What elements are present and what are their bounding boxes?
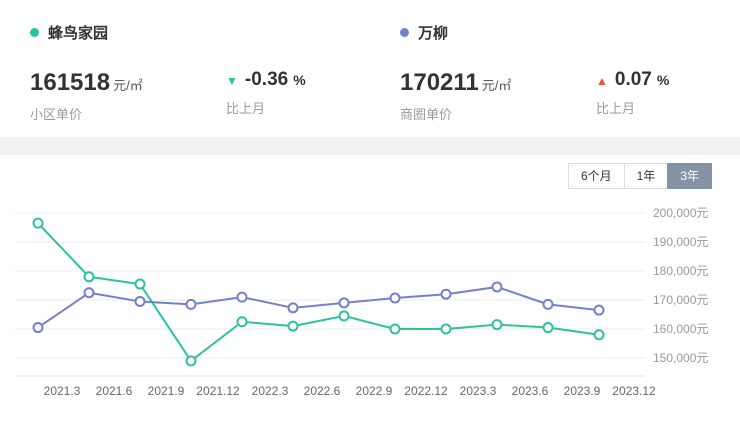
- chart-section: 6个月 1年 3年 200,000元 190,000元 180,000元 170,00…: [0, 155, 740, 433]
- time-range-selector: 6个月 1年 3年: [0, 163, 712, 189]
- chart-point[interactable]: [134, 278, 146, 290]
- community-stats-body: 161518 元/㎡ 小区单价 ▼ -0.36 % 比上月: [30, 69, 370, 123]
- chart-point[interactable]: [542, 322, 554, 334]
- chart-point[interactable]: [338, 297, 350, 309]
- chart-point[interactable]: [542, 298, 554, 310]
- price-trend-chart: 200,000元 190,000元 180,000元 170,000元 160,000元…: [15, 206, 708, 398]
- community-change-label: 比上月: [226, 101, 266, 116]
- x-axis-tick-label: 2022.9: [356, 384, 393, 398]
- series-line: [37, 285, 600, 329]
- x-axis-tick-label: 2023.6: [512, 384, 549, 398]
- community-change-percent-sign: %: [293, 72, 306, 88]
- chart-point[interactable]: [287, 302, 299, 314]
- community-price-label: 小区单价: [30, 107, 83, 122]
- district-legend-dot-icon: [400, 28, 409, 37]
- district-stats-panel: 万柳 170211 元/㎡ 商圈单价 ▲ 0.07 % 比上月: [370, 0, 740, 137]
- chart-point[interactable]: [389, 323, 401, 335]
- chart-point[interactable]: [236, 291, 248, 303]
- chart-point[interactable]: [593, 304, 605, 316]
- chart-point[interactable]: [32, 217, 44, 229]
- community-stats-panel: 蜂鸟家园 161518 元/㎡ 小区单价 ▼ -0.36 % 比上月: [0, 0, 370, 137]
- chart-point[interactable]: [236, 316, 248, 328]
- chart-point[interactable]: [83, 287, 95, 299]
- x-axis-tick-label: 2023.9: [564, 384, 601, 398]
- x-axis-tick-label: 2023.3: [460, 384, 497, 398]
- district-legend: 万柳: [400, 22, 740, 43]
- series-line: [37, 222, 600, 363]
- y-axis-tick-label: 150,000元: [653, 351, 708, 365]
- district-change-block: ▲ 0.07 % 比上月: [596, 69, 669, 123]
- range-1year-button[interactable]: 1年: [623, 163, 669, 189]
- community-legend: 蜂鸟家园: [30, 22, 370, 43]
- district-price-unit: 元/㎡: [481, 78, 512, 93]
- x-axis-tick-label: 2021.6: [96, 384, 133, 398]
- section-divider: [0, 137, 740, 155]
- y-axis-tick-label: 200,000元: [653, 206, 708, 220]
- x-axis-tick-label: 2021.9: [148, 384, 185, 398]
- x-axis-tick-label: 2023.12: [612, 384, 656, 398]
- chart-point[interactable]: [32, 322, 44, 334]
- district-price-label: 商圈单价: [400, 107, 453, 122]
- district-change-value: 0.07: [614, 69, 652, 90]
- y-axis-tick-label: 190,000元: [653, 235, 708, 249]
- stats-header: 蜂鸟家园 161518 元/㎡ 小区单价 ▼ -0.36 % 比上月: [0, 0, 740, 137]
- district-change-label: 比上月: [596, 101, 636, 116]
- y-axis-tick-label: 170,000元: [653, 293, 708, 307]
- chart-point[interactable]: [389, 292, 401, 304]
- chart-point[interactable]: [338, 310, 350, 322]
- community-change-block: ▼ -0.36 % 比上月: [226, 69, 306, 123]
- community-price-block: 161518 元/㎡ 小区单价: [30, 69, 208, 123]
- community-price-value: 161518: [30, 69, 111, 96]
- district-change-percent-sign: %: [656, 72, 670, 88]
- chart-point[interactable]: [287, 320, 299, 332]
- district-name: 万柳: [418, 25, 449, 42]
- chart-point[interactable]: [185, 298, 197, 310]
- range-3years-button[interactable]: 3年: [667, 163, 712, 189]
- range-6months-button[interactable]: 6个月: [567, 163, 625, 189]
- chart-point[interactable]: [593, 329, 605, 341]
- chart-point[interactable]: [440, 288, 452, 300]
- chart-point[interactable]: [134, 295, 146, 307]
- chart-point[interactable]: [491, 281, 503, 293]
- chart-point[interactable]: [83, 271, 95, 283]
- y-axis-tick-label: 160,000元: [653, 322, 708, 336]
- x-axis-tick-label: 2021.12: [196, 384, 240, 398]
- chart-point[interactable]: [491, 319, 503, 331]
- chart-point[interactable]: [440, 323, 452, 335]
- down-triangle-icon: ▼: [226, 74, 238, 88]
- district-stats-body: 170211 元/㎡ 商圈单价 ▲ 0.07 % 比上月: [400, 69, 740, 123]
- district-price-value: 170211: [400, 69, 479, 96]
- community-name: 蜂鸟家园: [48, 25, 109, 42]
- community-price-unit: 元/㎡: [113, 78, 143, 93]
- x-axis-tick-label: 2022.3: [252, 384, 289, 398]
- district-price-block: 170211 元/㎡ 商圈单价: [400, 69, 578, 123]
- chart-point[interactable]: [185, 355, 197, 367]
- community-legend-dot-icon: [30, 28, 39, 37]
- x-axis-tick-label: 2021.3: [44, 384, 81, 398]
- x-axis-tick-label: 2022.12: [404, 384, 448, 398]
- x-axis-tick-label: 2022.6: [304, 384, 341, 398]
- y-axis-tick-label: 180,000元: [653, 264, 708, 278]
- community-change-value: -0.36: [244, 69, 289, 90]
- up-triangle-icon: ▲: [596, 74, 608, 88]
